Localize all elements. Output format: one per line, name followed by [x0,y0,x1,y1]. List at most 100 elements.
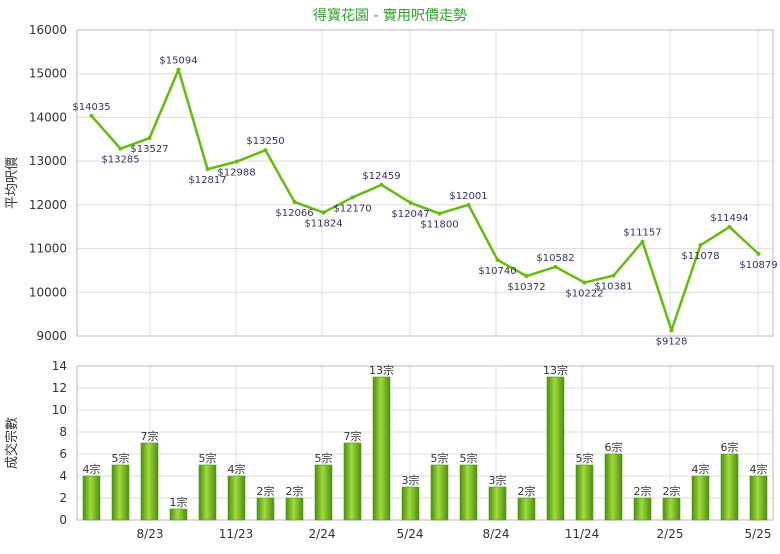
price-point [524,274,529,279]
transaction-bar-label: 3宗 [489,473,507,487]
price-point [205,167,210,172]
price-point [379,182,384,187]
price-line-chart: 9000 10000 11000 12000 13000 14000 15000 16000 平… [5,23,778,347]
transaction-bar [749,475,768,521]
price-data-label: $11157 [623,228,661,239]
price-point [234,159,239,164]
bar-y-tick-label: 2 [59,491,67,505]
bar-y-axis-label: 成交宗數 [4,417,20,469]
price-data-label: $10582 [536,253,574,264]
price-data-label: $12988 [217,168,255,179]
price-data-label: $12459 [362,171,400,182]
price-data-label: $11824 [304,219,342,230]
transaction-bar [111,464,130,521]
transaction-bar [517,497,536,521]
price-data-label: $10740 [478,266,516,277]
line-y-tick-label: 13000 [29,154,67,168]
transaction-bar-label: 7宗 [344,429,362,443]
x-tick-label: 5/24 [397,527,424,541]
transaction-bar-label: 6宗 [721,440,739,454]
transaction-bar-label: 7宗 [141,429,159,443]
transaction-bar [372,376,391,521]
transaction-bar [459,464,478,521]
price-point [292,199,297,204]
transaction-bar-label: 1宗 [170,495,188,509]
price-point [727,224,732,229]
transaction-bar-label: 5宗 [576,451,594,465]
line-y-tick-label: 11000 [29,242,67,256]
transaction-bar-label: 5宗 [112,451,130,465]
price-point [263,148,268,153]
price-data-label: $13285 [101,155,139,166]
line-y-tick-label: 10000 [29,285,67,299]
x-tick-label: 8/24 [483,527,510,541]
price-data-label: $12001 [449,191,487,202]
price-point [495,257,500,262]
price-point [408,200,413,205]
transaction-bar [633,497,652,521]
transaction-bar-label: 3宗 [402,473,420,487]
bar-y-tick-label: 4 [59,469,67,483]
transaction-bar-label: 13宗 [369,363,394,377]
transaction-bar-label: 13宗 [543,363,568,377]
bar-y-tick-label: 6 [59,447,67,461]
transaction-bar [691,475,710,521]
x-tick-label: 11/24 [565,527,600,541]
transaction-bar-label: 5宗 [315,451,333,465]
transaction-bar [82,475,101,521]
bar-plot-frame [76,365,774,521]
price-point [553,264,558,269]
price-data-label: $10372 [507,282,545,293]
transaction-bar [546,376,565,521]
transaction-bar [314,464,333,521]
price-point [698,243,703,248]
bar-y-tick-label: 0 [59,513,67,527]
transaction-bar-label: 6宗 [605,440,623,454]
price-point [582,280,587,285]
price-point [118,146,123,151]
price-data-label: $14035 [72,102,110,113]
price-data-label: $11494 [710,213,748,224]
price-data-label: $12170 [333,203,371,214]
transactions-bar-chart: 0 2 4 6 8 10 12 14 8/23 11/23 2/24 5/24 8/24 11/24 2/2… [4,359,774,541]
chart-title: 得寶花園 - 實用呎價走勢 [313,7,467,24]
price-point [350,195,355,200]
price-point [640,239,645,244]
price-data-label: $12047 [391,209,429,220]
line-y-tick-label: 15000 [29,67,67,81]
price-data-label: $13527 [130,144,168,155]
price-series-line [90,68,760,332]
price-data-label: $10879 [739,260,777,271]
transaction-bar-label: 4宗 [228,462,246,476]
x-tick-label: 8/23 [137,527,164,541]
transaction-bar-label: 5宗 [431,451,449,465]
bar-y-tick-label: 8 [59,425,67,439]
price-point [611,273,616,278]
price-data-label: $9128 [656,336,688,347]
price-data-label: $10222 [565,289,603,300]
line-y-tick-label: 9000 [36,329,67,343]
transaction-bar [662,497,681,521]
transaction-bar [343,442,362,521]
line-plot-frame [76,29,774,337]
bar-y-tick-label: 14 [52,359,67,373]
price-point [89,113,94,118]
x-tick-label: 2/25 [657,527,684,541]
price-data-label: $13250 [246,136,284,147]
transaction-bar [430,464,449,521]
price-data-label: $12066 [275,208,313,219]
price-data-label: $11078 [681,251,719,262]
bar-y-tick-label: 12 [52,381,67,395]
price-point [756,251,761,256]
transaction-bar-label: 2宗 [518,484,536,498]
price-point [466,202,471,207]
line-y-tick-label: 14000 [29,110,67,124]
price-data-label: $15094 [159,56,197,67]
transaction-bar [169,508,188,521]
transaction-bar [198,464,217,521]
transaction-bar-label: 2宗 [257,484,275,498]
transaction-bar-label: 2宗 [634,484,652,498]
transaction-bar-label: 5宗 [199,451,217,465]
